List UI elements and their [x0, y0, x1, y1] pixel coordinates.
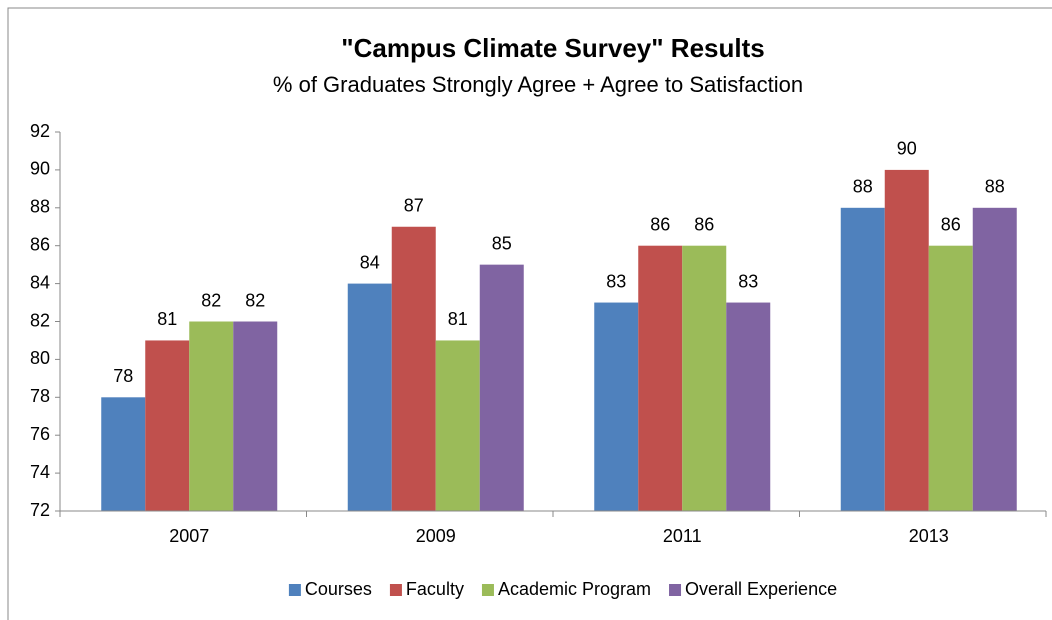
- legend-swatch: [669, 584, 682, 596]
- y-tick-label: 76: [30, 424, 50, 444]
- bar: [391, 226, 436, 511]
- y-tick-label: 82: [30, 310, 50, 330]
- legend-label: Faculty: [406, 579, 464, 599]
- bar: [233, 321, 278, 511]
- bar: [840, 207, 885, 512]
- bar: [347, 283, 392, 511]
- x-tick-label: 2013: [909, 526, 949, 546]
- y-tick-label: 86: [30, 234, 50, 254]
- bar: [189, 321, 234, 511]
- y-tick-label: 92: [30, 121, 50, 141]
- data-label: 88: [853, 177, 873, 197]
- x-tick-label: 2007: [169, 526, 209, 546]
- y-tick-label: 74: [30, 462, 50, 482]
- legend-label: Courses: [305, 579, 372, 599]
- bar: [435, 340, 480, 511]
- bar: [884, 169, 929, 511]
- y-tick-label: 84: [30, 272, 50, 292]
- legend-swatch: [389, 584, 402, 596]
- data-label: 87: [404, 196, 424, 216]
- legend-label: Academic Program: [498, 579, 651, 599]
- legend-swatch: [481, 584, 494, 596]
- chart-title: "Campus Climate Survey" Results: [341, 33, 764, 63]
- data-label: 83: [738, 271, 758, 291]
- bar: [928, 245, 973, 511]
- data-label: 83: [606, 271, 626, 291]
- x-tick-label: 2011: [663, 526, 702, 546]
- y-tick-label: 72: [30, 500, 50, 520]
- data-label: 81: [448, 309, 468, 329]
- y-tick-label: 78: [30, 386, 50, 406]
- data-label: 88: [985, 177, 1005, 197]
- x-tick-label: 2009: [416, 526, 456, 546]
- bar: [972, 207, 1017, 512]
- data-label: 90: [897, 139, 917, 159]
- bar: [479, 264, 524, 511]
- y-tick-label: 88: [30, 197, 50, 217]
- data-label: 86: [650, 214, 670, 234]
- data-label: 78: [113, 366, 133, 386]
- data-label: 84: [360, 252, 380, 272]
- data-label: 81: [157, 309, 177, 329]
- legend-swatch: [288, 584, 301, 596]
- bar: [638, 245, 683, 511]
- legend-label: Overall Experience: [685, 579, 837, 599]
- bar: [682, 245, 727, 511]
- frame: [7, 7, 1052, 620]
- bar: [145, 340, 190, 511]
- data-label: 85: [492, 233, 512, 253]
- data-label: 82: [245, 290, 265, 310]
- data-label: 86: [694, 214, 714, 234]
- bar: [726, 302, 771, 511]
- bar: [594, 302, 639, 511]
- chart-subtitle: % of Graduates Strongly Agree + Agree to…: [273, 72, 803, 97]
- bar: [101, 397, 146, 511]
- data-label: 86: [941, 214, 961, 234]
- y-tick-label: 90: [30, 159, 50, 179]
- y-tick-label: 80: [30, 348, 50, 368]
- data-label: 82: [201, 290, 221, 310]
